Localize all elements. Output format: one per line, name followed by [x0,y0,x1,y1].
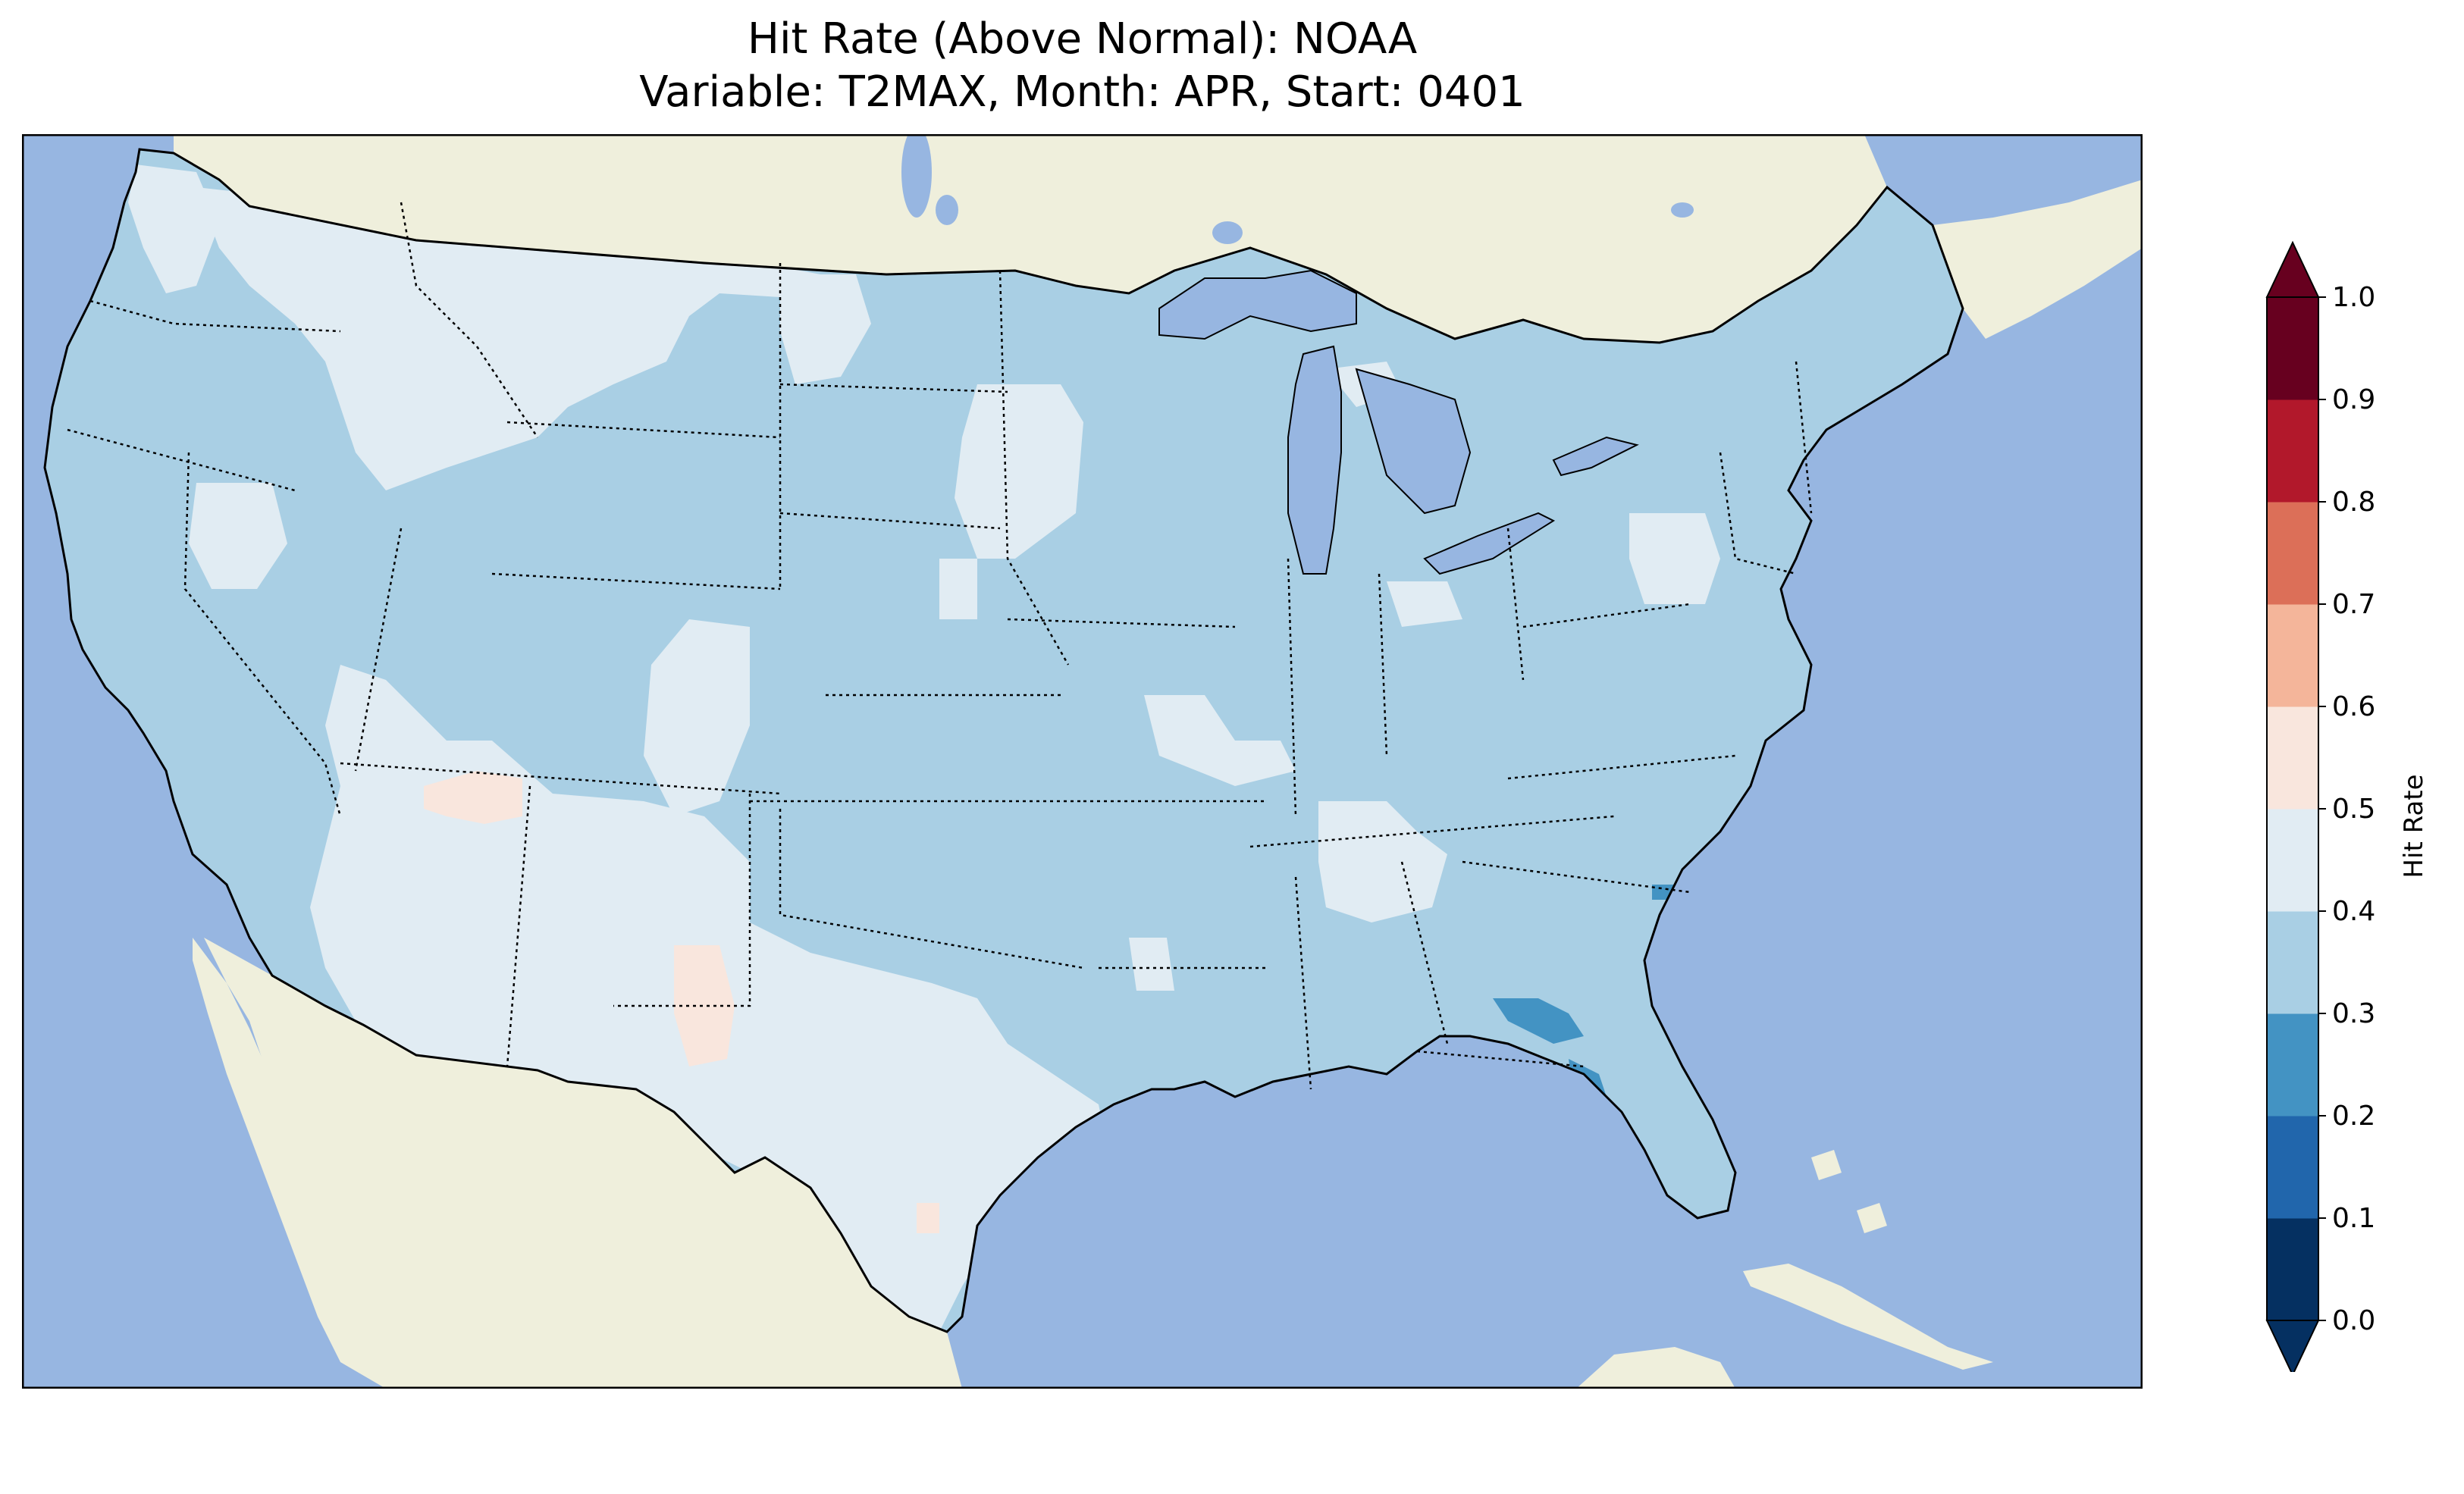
patch-04-05-nevada [189,483,287,589]
border-new-england [1719,452,1797,575]
patch-05-06-south-texas [917,1203,939,1233]
lake-ontario [1552,436,1639,477]
colorbar-tick-label: 0.7 [2332,589,2375,620]
lake-nipigon [1212,221,1243,244]
bahamas-land [1811,1150,1887,1233]
patch-05-06-west-texas [674,945,735,1066]
colorbar-tick-label: 0.8 [2332,487,2375,518]
patch-04-05-illinois [1144,695,1296,786]
baja-land [193,938,401,1389]
border-oh-pa [1506,528,1525,681]
colorbar-over-triangle [2265,240,2320,298]
border-or-ca [67,428,296,492]
border-il-in [1287,558,1297,817]
colorbar: 0.0 0.1 0.2 0.3 0.4 0.5 0.6 0.7 0.8 0.9 1.0 Hit Ra… [2265,240,2429,1372]
border-nv-ut [354,528,403,772]
colorbar-under-triangle [2265,1320,2320,1372]
colorbar-ticks: 0.0 0.1 0.2 0.3 0.4 0.5 0.6 0.7 0.8 0.9 1.0 [2318,282,2375,1336]
border-wa-or [89,299,341,333]
patch-04-05-sd-mn [955,384,1083,559]
patch-04-05-colorado [644,619,750,816]
border-nm-tx [613,794,751,1007]
border-wy-co [491,572,781,590]
maritimes-land [1933,180,2143,339]
colorbar-bin [2267,706,2318,810]
lake-small-1 [1671,202,1694,218]
colorbar-bin [2267,1218,2318,1321]
patch-04-05-ohio [1387,581,1462,627]
border-az-nm [506,785,531,1067]
colorbar-tick-label: 0.3 [2332,998,2375,1029]
colorbar-bin [2267,1013,2318,1117]
colorbar-bin [2267,604,2318,707]
state-borders [67,202,1813,1090]
border-pa-ny [1522,603,1691,628]
map-subtitle: Variable: T2MAX, Month: APR, Start: 0401 [639,67,1525,117]
colorbar-bin [2267,502,2318,605]
border-ga-fl [1416,1050,1585,1068]
border-ut-az [340,762,781,795]
patch-04-05-northern-rockies [196,187,841,490]
map-frame [22,134,2143,1389]
colorbar-tick-label: 0.2 [2332,1101,2375,1132]
patch-04-05-tennessee [1318,801,1447,922]
border-ok-tx [779,809,1084,969]
canadian-lakes [901,134,1694,244]
colorbar-bin [2267,1116,2318,1219]
map-title: Hit Rate (Above Normal): NOAA [747,14,1418,64]
colorbar-bin [2267,399,2318,503]
border-mn-wi [998,270,1070,666]
colorbar-bin [2267,297,2318,400]
patch-04-05-arkansas [1129,938,1174,991]
cuba-land [1743,1264,1993,1370]
border-id-mt [400,202,539,438]
lake-winnipeg [901,134,932,218]
colorbar-tick-label: 0.9 [2332,384,2375,415]
colorbar-bins [2267,297,2318,1321]
colorbar-tick-label: 1.0 [2332,282,2375,313]
lake-superior [1158,269,1357,340]
yucatan-land [1576,1347,1735,1389]
mexico-land [204,938,962,1389]
patch-05-06-arizona [424,771,522,824]
colorbar-label: Hit Rate [2399,774,2429,878]
colorbar-tick-label: 0.4 [2332,896,2375,927]
lake-michigan [1287,345,1342,575]
lake-of-woods [936,195,958,225]
colorbar-bin [2267,809,2318,912]
patch-04-05-nd [780,274,871,384]
colorbar-tick-label: 0.6 [2332,691,2375,722]
lake-huron [1355,368,1472,515]
canada-land [174,134,1887,343]
border-ms-al [1294,876,1312,1090]
lake-erie [1423,512,1556,575]
colorbar-bin [2267,911,2318,1014]
border-tn-nc [1462,860,1691,894]
patch-04-05-iowa [939,559,977,619]
border-me-nh [1795,361,1813,514]
colorbar-tick-label: 0.0 [2332,1305,2375,1336]
patch-04-05-washington [128,164,219,293]
map-panel [22,134,2143,1389]
border-us-canada [249,205,1016,276]
patch-04-05-pennsylvania [1629,513,1720,604]
border-sd-ne [779,512,1001,530]
border-mt-wy [506,421,781,439]
great-lakes [1158,269,1639,575]
patch-02-03-georgia [1493,998,1584,1044]
border-in-oh [1378,573,1388,756]
colorbar-tick-label: 0.1 [2332,1203,2375,1234]
colorbar-tick-label: 0.5 [2332,794,2375,825]
border-ca-nv [183,452,342,817]
